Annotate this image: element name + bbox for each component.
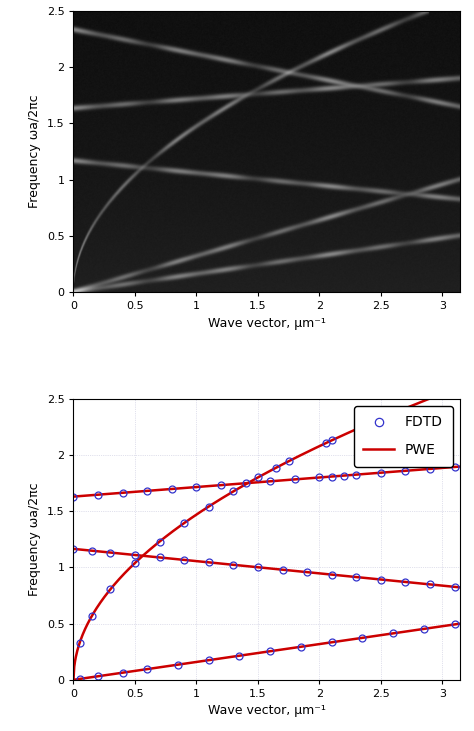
Y-axis label: Frequency ωa/2πc: Frequency ωa/2πc: [28, 95, 41, 208]
X-axis label: Wave vector, μm⁻¹: Wave vector, μm⁻¹: [208, 705, 326, 717]
X-axis label: Wave vector, μm⁻¹: Wave vector, μm⁻¹: [208, 317, 326, 330]
Y-axis label: Frequency ωa/2πc: Frequency ωa/2πc: [28, 482, 41, 596]
Legend: FDTD, PWE: FDTD, PWE: [354, 406, 453, 467]
